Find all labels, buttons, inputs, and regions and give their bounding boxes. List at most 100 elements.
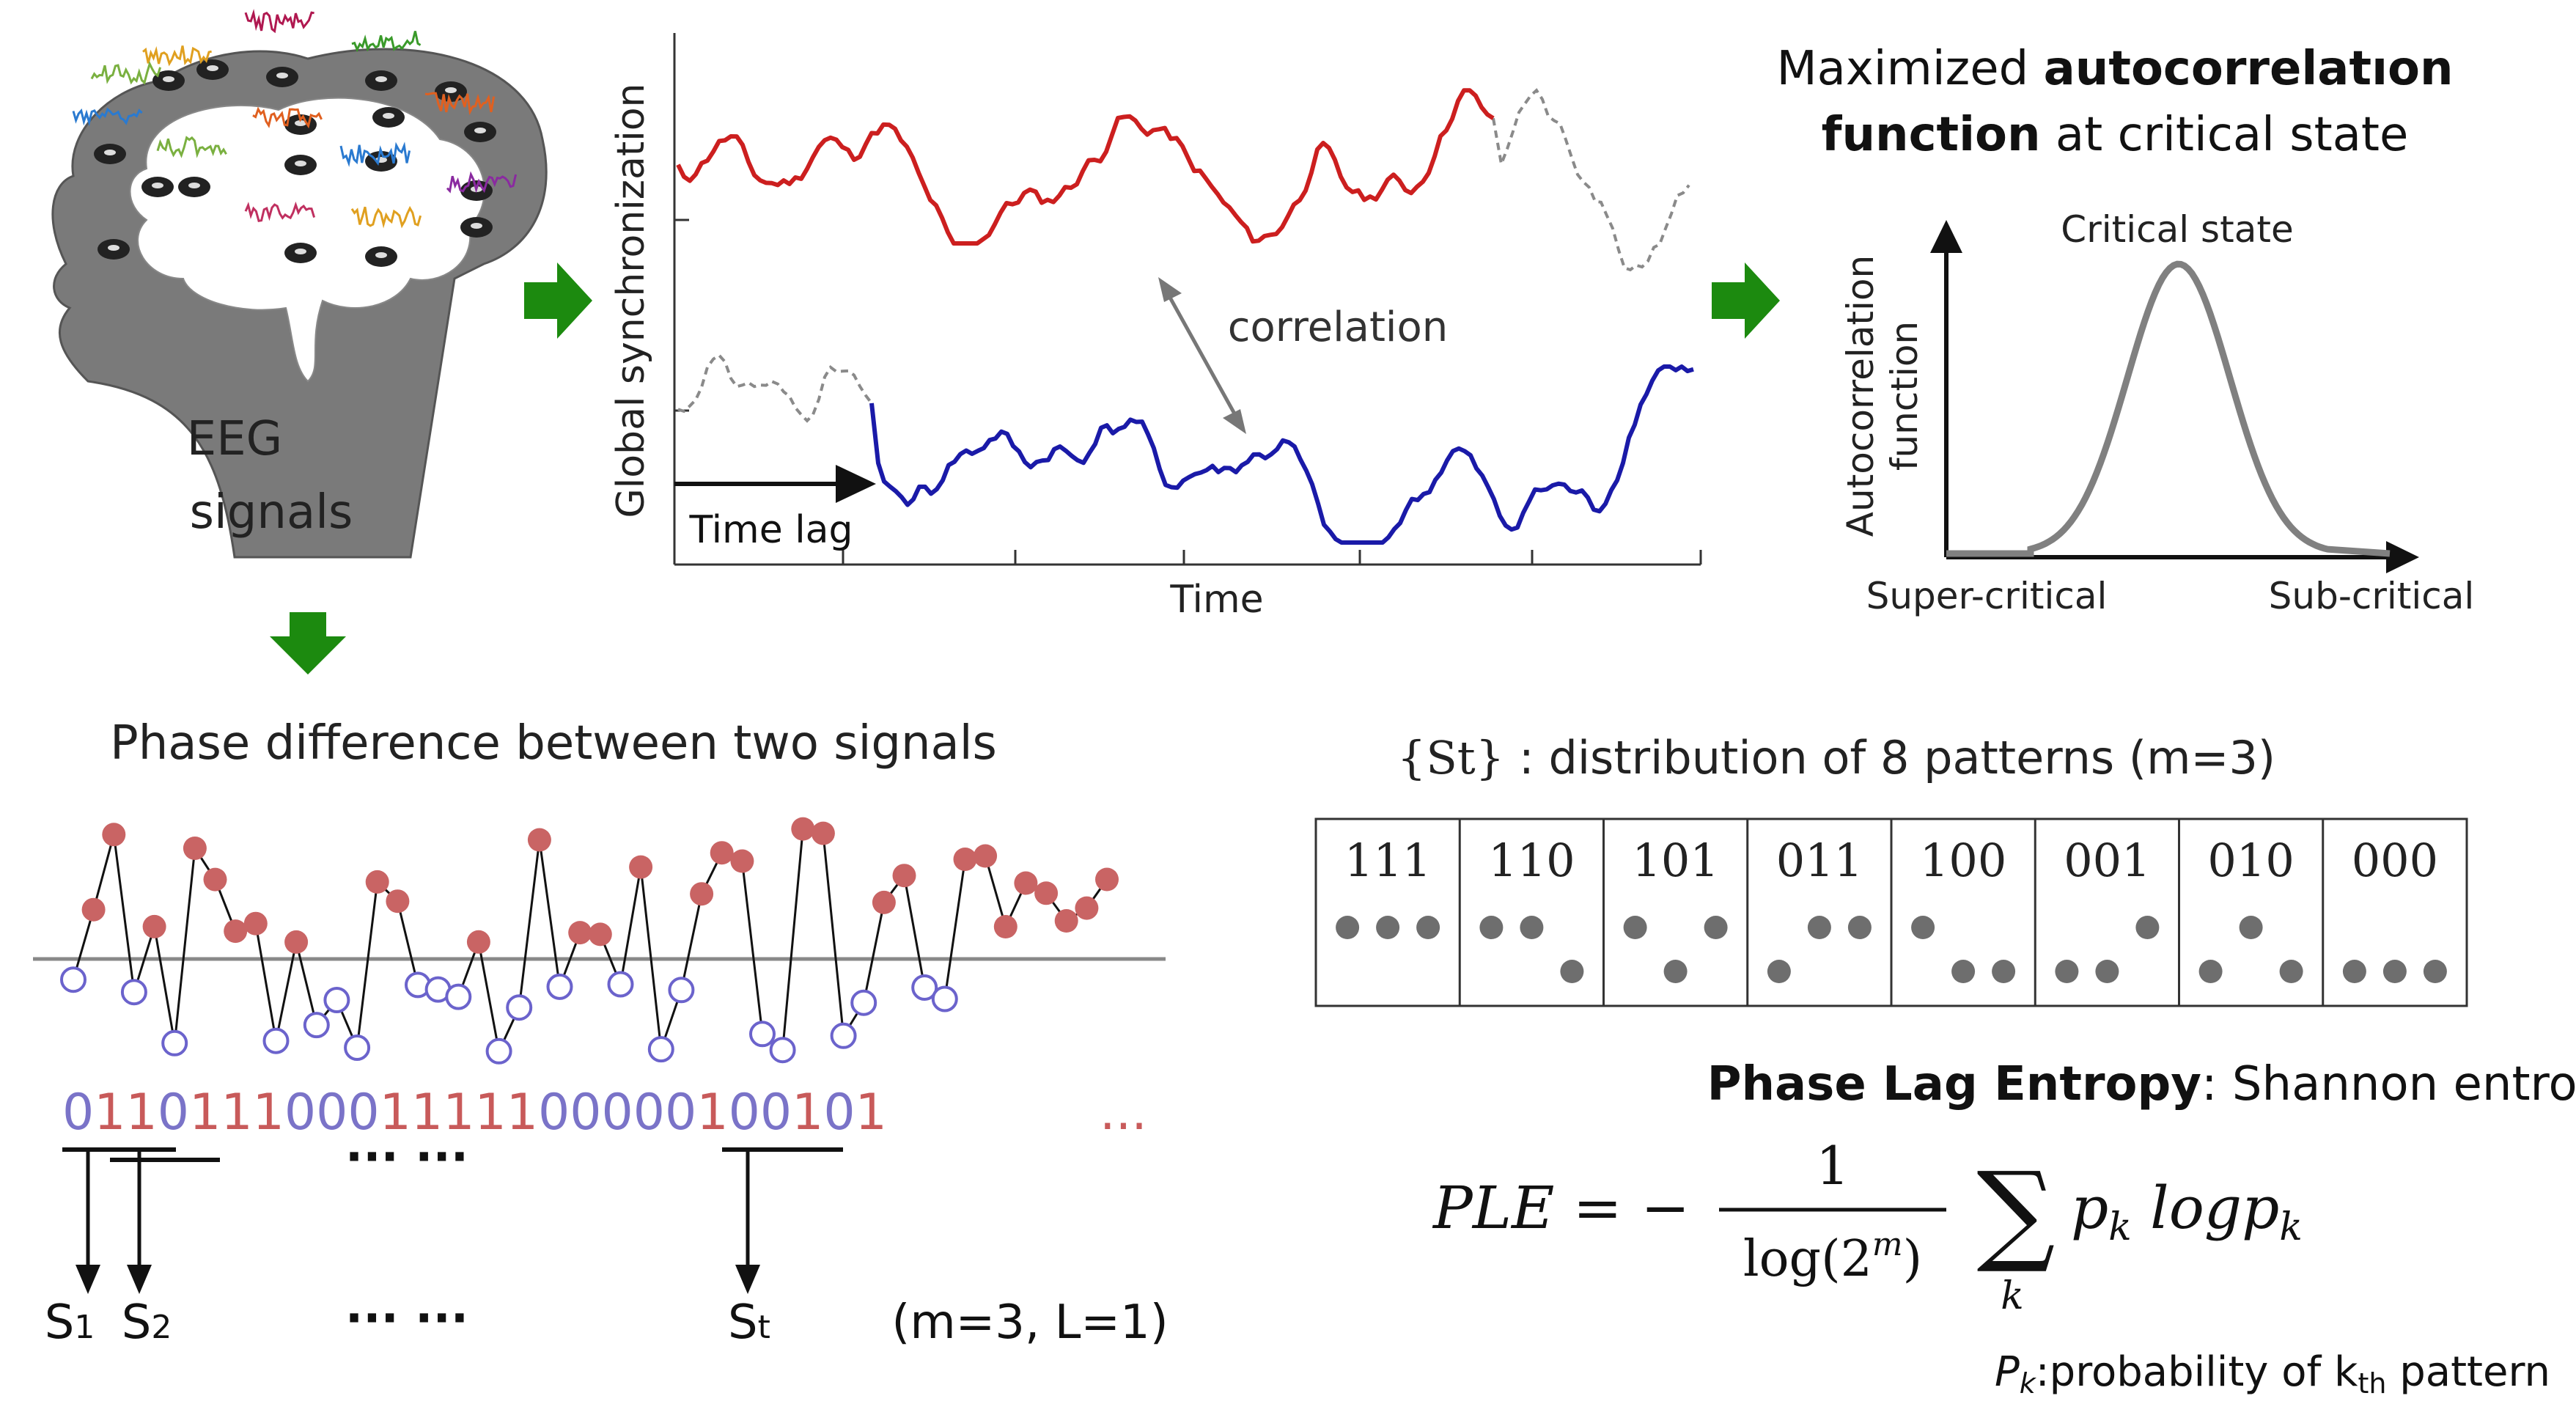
ple-title: Phase Lag Entropy: Shannon entropy of {S… — [1707, 1057, 2576, 1111]
electrode-center — [276, 73, 288, 78]
correlation-label: correlation — [1228, 304, 1448, 351]
label-s1: S1 — [45, 1295, 95, 1350]
binary-digit: 0 — [62, 1084, 94, 1142]
autocorr-title-line2: function at critical state — [1822, 108, 2409, 162]
green-arrow-down — [270, 612, 346, 675]
window-s2-arrowhead — [127, 1265, 152, 1294]
pattern-dot — [1704, 916, 1728, 939]
pattern-code: 011 — [1776, 834, 1863, 887]
phase-dot-positive — [730, 849, 754, 873]
window-st-arrowhead — [735, 1265, 760, 1294]
phase-dot-negative — [445, 983, 472, 1010]
phase-dot-positive — [183, 837, 207, 860]
autocorr-title-normal: Maximized — [1776, 42, 2043, 96]
autocorr-title-line1: Maximized autocorrelatıon — [1776, 42, 2453, 96]
phase-dot-negative — [344, 1034, 371, 1061]
pattern-dot — [1520, 916, 1544, 939]
phase-dot-positive — [386, 889, 410, 914]
eeg-trace — [244, 9, 314, 34]
phase-dot-negative — [506, 994, 533, 1021]
correlation-arrow — [1163, 288, 1241, 423]
phase-dot-positive — [690, 882, 714, 906]
pattern-dot — [1992, 960, 2016, 983]
label-st: St — [728, 1295, 770, 1350]
eeg-trace — [252, 106, 323, 129]
green-arrow-right-2 — [1712, 262, 1780, 339]
binary-digit: 0 — [665, 1084, 696, 1142]
ple-title-bold: Phase Lag Entropy — [1707, 1057, 2201, 1111]
electrode-center — [375, 252, 387, 258]
phase-dot-negative — [485, 1037, 512, 1065]
binary-digit: 1 — [474, 1084, 506, 1142]
phase-dot-positive — [81, 897, 106, 922]
red-signal-dashed — [1492, 88, 1690, 272]
ple-sigma-index: k — [2001, 1274, 2024, 1318]
electrode-center — [152, 183, 163, 188]
eeg-traces — [72, 9, 518, 229]
eeg-trace — [339, 141, 411, 167]
dots-upper: ··· ··· — [345, 1131, 468, 1185]
eeg-head-illustration: EEG signals — [51, 9, 548, 559]
phase-dot-positive — [1054, 909, 1078, 933]
phase-dot-positive — [892, 864, 916, 888]
binary-trailing-dots: ... — [1100, 1084, 1147, 1142]
binary-digit: 0 — [158, 1084, 189, 1142]
binary-digit: 0 — [760, 1084, 792, 1142]
binary-digit: 1 — [126, 1084, 158, 1142]
electrode-center — [445, 87, 457, 93]
phase-dot-positive — [527, 828, 551, 852]
pattern-dot — [1623, 916, 1647, 939]
eeg-label-line2: signals — [190, 485, 353, 540]
window-s1-arrowhead — [76, 1265, 100, 1294]
autocorr-ylabel-line2: function — [1883, 321, 1926, 471]
pattern-dot — [1911, 916, 1935, 939]
binary-digit: 1 — [792, 1084, 823, 1142]
phase-dot-negative — [850, 989, 877, 1016]
electrode-center — [295, 249, 306, 254]
electrode-center — [295, 120, 306, 126]
binary-digit: 1 — [380, 1084, 411, 1142]
patterns-panel: {St} : distribution of 8 patterns (m=3) … — [1314, 731, 2468, 1007]
phase-dot-positive — [142, 914, 166, 938]
ple-footnote: Pk:probability of kth pattern — [1995, 1348, 2550, 1400]
pattern-dot — [1767, 960, 1791, 983]
binary-digit: 0 — [538, 1084, 570, 1142]
binary-digit: 1 — [507, 1084, 538, 1142]
binary-digit: 1 — [443, 1084, 474, 1142]
autocorr-curve — [1946, 260, 2391, 557]
phase-dot-negative — [607, 971, 634, 998]
autocorr-title-bold: autocorrelatıon — [2044, 42, 2454, 96]
autocorr-peak-label: Critical state — [2061, 208, 2293, 251]
phase-dot-positive — [993, 915, 1017, 938]
electrode-center — [207, 65, 218, 71]
phase-dot-positive — [568, 921, 592, 945]
pattern-dot — [2342, 960, 2366, 983]
phase-dot-positive — [872, 890, 896, 914]
eeg-trace — [142, 45, 212, 67]
pattern-dot — [1663, 960, 1688, 983]
sync-ticks — [674, 218, 1702, 565]
electrode-center — [383, 113, 394, 119]
pattern-code: 111 — [1344, 834, 1431, 887]
binary-digit: 0 — [570, 1084, 601, 1142]
electrodes — [94, 59, 496, 267]
binary-sequence: 01101110001111100000100101 — [62, 1084, 887, 1142]
phase-title: Phase difference between two signals — [110, 716, 997, 771]
blue-signal — [869, 364, 1694, 545]
autocorr-title-bold2: function — [1822, 108, 2041, 162]
phase-dot-negative — [120, 979, 147, 1006]
phase-dot-negative — [262, 1027, 290, 1054]
pattern-dot — [2135, 916, 2160, 939]
pattern-dot — [1807, 916, 1831, 939]
ple-numerator: 1 — [1816, 1135, 1850, 1197]
sync-xlabel: Time — [1169, 578, 1263, 622]
phase-dot-positive — [284, 930, 309, 954]
patterns-set: {St} — [1397, 731, 1504, 784]
phase-dot-negative — [303, 1012, 330, 1039]
electrode-center — [163, 76, 174, 82]
pattern-code: 101 — [1632, 834, 1718, 887]
binary-digit: 0 — [602, 1084, 633, 1142]
phase-dot-positive — [365, 870, 389, 894]
phase-dot-positive — [1014, 871, 1038, 895]
phase-panel: Phase difference between two signals 011… — [33, 716, 1169, 1350]
